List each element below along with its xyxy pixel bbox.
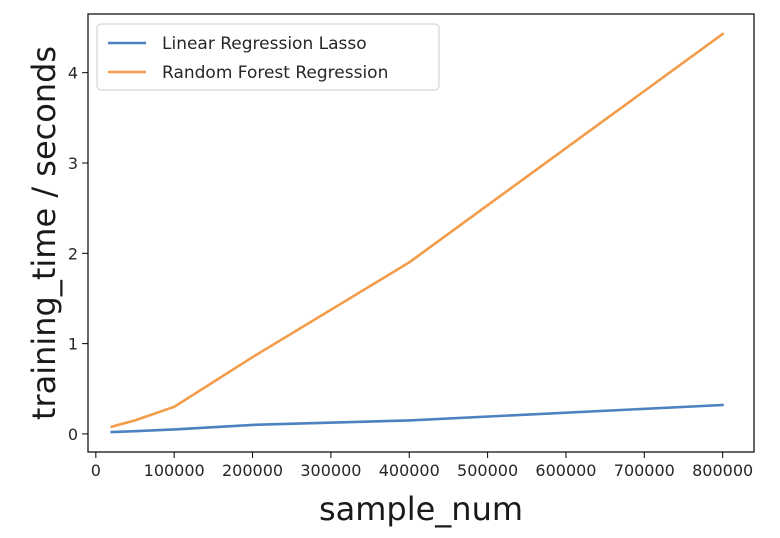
y-tick-label: 2 (68, 244, 78, 263)
legend: Linear Regression Lasso Random Forest Reg… (96, 23, 440, 91)
y-tick-label: 0 (68, 425, 78, 444)
x-tick-label: 300000 (300, 461, 361, 480)
legend-box (96, 23, 440, 91)
x-tick-label: 500000 (457, 461, 518, 480)
x-tick-label: 800000 (692, 461, 753, 480)
y-axis: 0 1 2 3 4 (68, 64, 88, 444)
y-tick-label: 4 (68, 64, 78, 83)
legend-label-2: Random Forest Regression (162, 63, 388, 83)
series-line-1 (110, 403, 725, 434)
x-tick-label: 700000 (614, 461, 675, 480)
x-axis: 0 100000 200000 300000 400000 500000 600000 700… (91, 452, 753, 480)
y-axis-label: training_time / seconds (25, 46, 63, 420)
y-tick-label: 1 (68, 335, 78, 354)
series-line-2 (110, 32, 725, 429)
x-axis-label: sample_num (319, 490, 523, 528)
y-tick-label: 3 (68, 154, 78, 173)
plot-area-frame (87, 13, 755, 453)
x-tick-label: 0 (91, 461, 101, 480)
x-tick-label: 200000 (222, 461, 283, 480)
legend-label-1: Linear Regression Lasso (162, 34, 367, 54)
x-tick-label: 100000 (144, 461, 205, 480)
series-lines (110, 32, 725, 434)
x-tick-label: 600000 (535, 461, 596, 480)
x-tick-label: 400000 (379, 461, 440, 480)
